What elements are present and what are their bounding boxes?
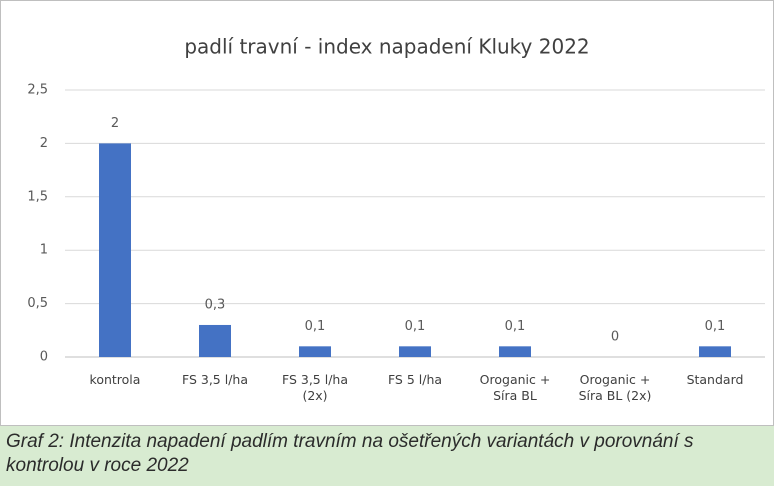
data-label: 0 xyxy=(611,330,619,345)
data-label: 2 xyxy=(111,116,119,131)
data-label: 0,1 xyxy=(505,319,526,334)
x-tick-label: Standard xyxy=(686,372,744,387)
y-tick-label: 2 xyxy=(40,136,48,151)
y-tick-label: 0 xyxy=(40,350,48,365)
y-tick-label: 2,5 xyxy=(27,83,48,98)
bar xyxy=(199,324,231,357)
bar xyxy=(699,346,731,357)
x-tick-label: Oroganic + Síra BL xyxy=(479,372,551,403)
bar xyxy=(299,346,331,357)
data-label: 0,1 xyxy=(305,319,326,334)
x-tick-label: FS 3,5 l/ha xyxy=(182,372,248,387)
data-label: 0,1 xyxy=(705,319,726,334)
y-tick-label: 0,5 xyxy=(27,296,48,311)
data-label: 0,3 xyxy=(205,297,226,312)
y-tick-label: 1 xyxy=(40,243,48,258)
x-tick-label: kontrola xyxy=(89,372,141,387)
y-tick-label: 1,5 xyxy=(27,189,48,204)
chart-title: padlí travní - index napadení Kluky 2022 xyxy=(184,35,589,59)
bar xyxy=(399,346,431,357)
x-tick-label: Oroganic + Síra BL (2x) xyxy=(578,372,652,403)
caption: Graf 2: Intenzita napadení padlím travní… xyxy=(0,426,774,486)
chart: padlí travní - index napadení Kluky 2022… xyxy=(27,35,765,365)
bar xyxy=(499,346,531,357)
data-label: 0,1 xyxy=(405,319,426,334)
x-tick-label: FS 3,5 l/ha (2x) xyxy=(282,372,348,403)
x-tick-label: FS 5 l/ha xyxy=(387,372,443,387)
bar xyxy=(99,143,131,357)
